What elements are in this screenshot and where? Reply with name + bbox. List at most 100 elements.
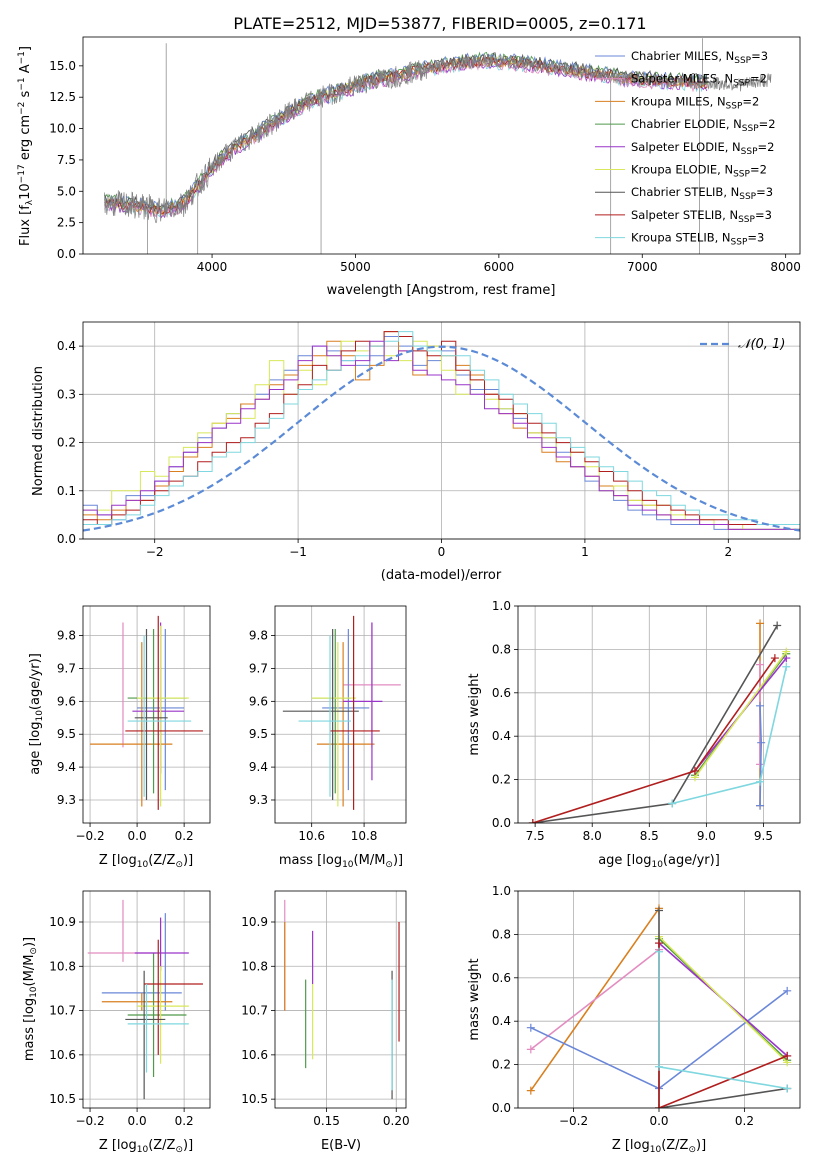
x-tick-label: 2 (724, 545, 732, 559)
mass-weight-line (658, 943, 788, 1108)
plot-area (90, 615, 203, 810)
y-axis-label-part: )] (22, 937, 37, 947)
y-axis-label-part: s (18, 90, 33, 101)
y-tick-label: 0.6 (492, 686, 511, 700)
legend-label-part: Kroupa STELIB, N (631, 231, 731, 245)
y-tick-label: 9.8 (57, 629, 76, 643)
axes-frame (274, 890, 407, 1109)
histogram-step-line (83, 340, 800, 530)
y-tick-label: 15.0 (49, 59, 76, 73)
x-axis-label-part: )] (696, 1138, 706, 1153)
x-tick-label: −0.2 (75, 829, 104, 843)
mass-weight-marker (756, 701, 765, 710)
mass-weight-line (759, 705, 763, 806)
legend-label-part: Salpeter ELODIE, N (631, 140, 741, 154)
legend-label-part: SSP (733, 79, 750, 89)
y-tick-label: 0.0 (492, 1101, 511, 1115)
y-tick-label: 0.0 (492, 816, 511, 830)
legend-label-part: SSP (742, 124, 759, 134)
legend-label-part: SSP (731, 238, 748, 248)
y-tick-label: 9.5 (249, 727, 268, 741)
y-tick-label: 12.5 (49, 90, 76, 104)
mass-weight-line (532, 625, 778, 823)
x-tick-label: 9.5 (754, 829, 773, 843)
y-tick-label: 0.8 (492, 927, 511, 941)
mass-weight-line (658, 936, 788, 1063)
legend-label: Salpeter ELODIE, NSSP=2 (631, 140, 774, 157)
axes-mass-vs-Z: −0.2 0.0 0.210.510.610.710.810.9Z [log10(Z… (22, 890, 211, 1155)
axes-frame (274, 605, 407, 824)
mass-weight-marker (756, 801, 765, 810)
y-axis-label-part: erg cm (18, 115, 33, 164)
legend-label-part: =3 (751, 49, 768, 63)
x-axis-label-part: 10 (137, 1145, 149, 1155)
x-axis-label: age [log10(age/yr)] (598, 853, 720, 870)
legend-label: Chabrier ELODIE, NSSP=2 (631, 117, 776, 134)
y-tick-label: 0.0 (57, 532, 76, 546)
histogram-step-line (83, 331, 800, 525)
x-tick-label: 8000 (770, 260, 801, 274)
x-axis-label: (data-model)/error (381, 568, 502, 583)
legend-label: Salpeter STELIB, NSSP=3 (631, 208, 772, 225)
mass-weight-marker (526, 1086, 535, 1095)
gridlines (275, 891, 406, 1108)
y-axis-label-part: −2 (17, 102, 27, 115)
legend-label-part: Kroupa ELODIE, N (631, 163, 733, 177)
legend-label: 𝒩(0, 1) (738, 337, 785, 352)
mass-weight-line (694, 651, 787, 778)
x-tick-label: 8.0 (583, 829, 602, 843)
y-axis-label: Flux [fλ10−17 erg cm−2 s−1 A−1] (17, 46, 35, 246)
y-tick-label: 10.5 (49, 1092, 76, 1106)
mass-weight-line (532, 657, 776, 823)
x-axis-label-part: )] (393, 853, 403, 868)
axes-frame (82, 321, 801, 540)
y-tick-label: 1.0 (492, 599, 511, 613)
x-axis-label-part: age [log (598, 853, 651, 868)
x-tick-label: 7.5 (526, 829, 545, 843)
y-axis-label-part: 10 (29, 986, 39, 998)
legend-label-part: Chabrier STELIB, N (631, 185, 739, 199)
x-axis-label-part: )] (183, 853, 193, 868)
x-axis-label: Z [log10(Z/Z⊙)] (99, 853, 193, 870)
mass-weight-marker (528, 819, 537, 823)
x-axis-label-part: (Z/Z (661, 1138, 688, 1153)
mass-weight-marker (655, 1104, 663, 1108)
y-tick-label: 10.8 (241, 959, 268, 973)
y-axis-label-part: 10 (18, 183, 33, 200)
x-axis-label-part: (M/M (354, 853, 386, 868)
x-tick-label: 0 (438, 545, 446, 559)
x-axis-label-part: )] (183, 1138, 193, 1153)
mass-weight-marker (526, 1023, 535, 1032)
legend-label-part: =3 (755, 208, 772, 222)
legend-label-part: SSP (738, 215, 755, 225)
x-tick-label: 1 (581, 545, 589, 559)
y-axis-label-part: −1 (17, 77, 27, 90)
axes-frame (82, 605, 211, 824)
mass-weight-marker (756, 619, 765, 628)
legend-label-part: =2 (750, 72, 767, 86)
legend-label-part: =3 (747, 231, 764, 245)
y-tick-label: 9.6 (249, 694, 268, 708)
x-tick-label: 5000 (340, 260, 371, 274)
gridlines (275, 606, 406, 823)
mass-weight-marker (756, 660, 765, 669)
x-axis-label-part: Z [log (612, 1138, 650, 1153)
x-axis-label-part: (age/yr)] (663, 853, 720, 868)
y-tick-label: 1.0 (492, 884, 511, 898)
mass-weight-line (671, 666, 788, 805)
x-axis-label-part: ⊙ (688, 1145, 696, 1155)
y-tick-label: 10.9 (49, 915, 76, 929)
y-axis-label-part: 10 (35, 710, 45, 722)
y-axis-label: mass weight (467, 958, 482, 1040)
y-axis-label-part: (age/yr)] (28, 653, 43, 710)
y-tick-label: 9.6 (57, 694, 76, 708)
y-axis-label-part: −17 (17, 164, 27, 183)
legend-label: Chabrier MILES, NSSP=3 (631, 49, 768, 66)
y-tick-label: 5.0 (57, 184, 76, 198)
legend-label: Kroupa STELIB, NSSP=3 (631, 231, 764, 248)
y-tick-label: 9.3 (249, 793, 268, 807)
mass-weight-marker (655, 947, 663, 956)
axes-frame (517, 890, 801, 1109)
x-tick-label: 10.6 (298, 829, 325, 843)
